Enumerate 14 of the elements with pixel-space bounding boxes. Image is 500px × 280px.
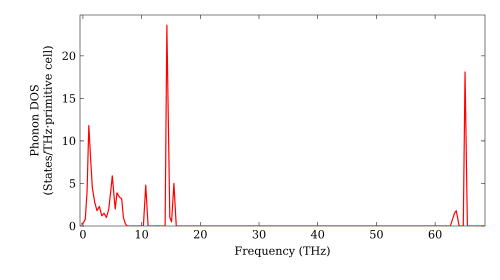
x-axis-title: Frequency (THz)	[235, 246, 330, 258]
y-tick-label: 20	[62, 52, 76, 60]
y-tick-label: 0	[70, 222, 76, 230]
y-tick-label: 5	[70, 179, 76, 188]
x-tick-label: 40	[310, 230, 324, 238]
x-tick-label: 50	[370, 230, 383, 238]
y-axis-title: Phonon DOS (States/THz·primitive cell)	[30, 46, 54, 195]
x-tick-label: 30	[252, 230, 266, 238]
y-tick-label: 15	[63, 94, 76, 103]
x-tick-label: 0	[80, 230, 86, 238]
x-tick-label: 20	[194, 230, 207, 238]
x-tick-label: 60	[428, 230, 442, 238]
x-tick-label: 10	[136, 230, 148, 238]
y-tick-label: 10	[63, 136, 76, 146]
